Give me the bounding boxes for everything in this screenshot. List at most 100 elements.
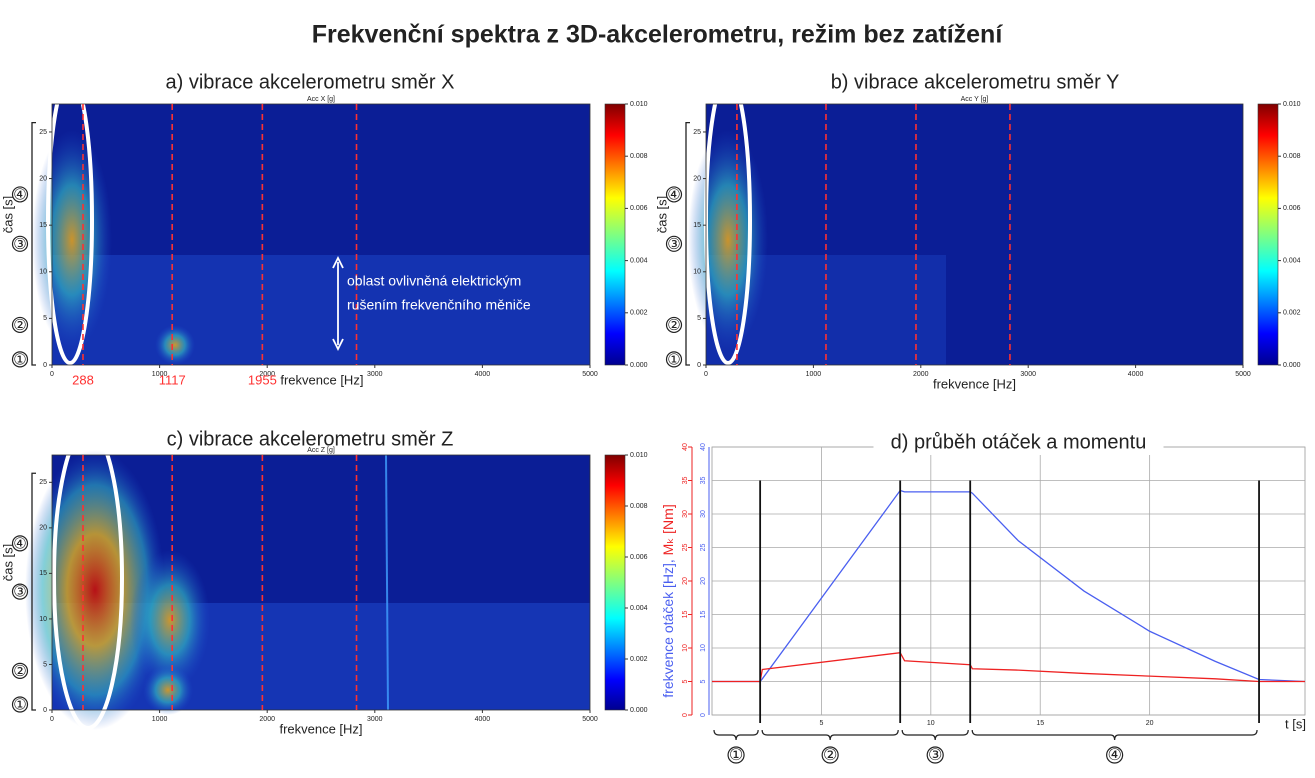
colorbar-tick-label: 0.006 <box>1283 205 1301 212</box>
phase-circle <box>926 746 944 764</box>
x-tick-label: 10 <box>927 720 935 727</box>
x-tick-label: 4000 <box>475 371 491 378</box>
phase-circle <box>665 186 683 203</box>
x-axis-label: frekvence [Hz] <box>279 721 362 736</box>
colorbar-tick-label: 0.002 <box>1283 310 1301 317</box>
y-tick-label: 40 <box>700 443 707 451</box>
x-tick-label: 0 <box>50 716 54 723</box>
phase-circle <box>727 746 745 764</box>
y2-tick-label: 25 <box>682 544 689 552</box>
y2-tick-label: 15 <box>682 611 689 619</box>
y-tick-label: 20 <box>693 175 701 182</box>
phase-label: ① <box>13 697 26 714</box>
plot-label: Acc Y [g] <box>961 96 989 103</box>
y2-tick-label: 0 <box>682 713 689 717</box>
phase-circle <box>11 583 29 600</box>
y-tick-label: 10 <box>39 269 47 276</box>
y-tick-label: 0 <box>43 362 47 369</box>
y-axis-label-part: frekvence otáček [Hz], <box>660 555 676 697</box>
panel-title: b) vibrace akcelerometru směr Y <box>831 71 1120 93</box>
x-tick-label: 3000 <box>367 716 383 723</box>
y-tick-label: 0 <box>700 713 707 717</box>
x-tick-label: 5000 <box>582 716 598 723</box>
phase-label: ④ <box>13 535 26 552</box>
panel-title: a) vibrace akcelerometru směr X <box>166 71 455 93</box>
colorbar-tick-label: 0.004 <box>1283 257 1301 264</box>
phase-label: ② <box>823 747 837 764</box>
y-axis-label: frekvence otáček [Hz], Mₖ [Nm] <box>660 504 676 697</box>
y-tick-label: 25 <box>693 129 701 136</box>
phase-label: ① <box>13 351 26 368</box>
y-axis-label: čas [s] <box>654 196 669 234</box>
x-tick-label: 5 <box>819 720 823 727</box>
x-tick-label: 2000 <box>913 371 929 378</box>
x-tick-label: 5000 <box>1235 371 1251 378</box>
phase-circle <box>665 351 683 368</box>
y-tick-label: 20 <box>700 577 707 585</box>
phase-circle <box>11 235 29 252</box>
phase-bracket <box>761 729 899 741</box>
y-tick-label: 35 <box>700 477 707 485</box>
y-tick-label: 5 <box>700 679 707 683</box>
phase-label: ③ <box>13 236 26 253</box>
y-tick-label: 25 <box>39 479 47 486</box>
colorbar <box>604 103 626 366</box>
colorbar <box>1257 103 1279 366</box>
plot-frame <box>51 454 591 711</box>
series-line <box>712 489 1306 683</box>
colorbar-tick-label: 0.006 <box>630 205 648 212</box>
phase-circle <box>1106 746 1124 764</box>
phase-label: ① <box>667 351 680 368</box>
phase-label: ② <box>667 317 680 334</box>
phase-circle <box>11 351 29 368</box>
x-tick-label: 4000 <box>1128 371 1144 378</box>
y-tick-label: 30 <box>700 510 707 518</box>
phase-circle <box>11 316 29 334</box>
colorbar-tick-label: 0.010 <box>630 101 648 108</box>
phase-label: ② <box>13 317 26 334</box>
x-tick-label: 3000 <box>1020 371 1036 378</box>
colorbar-tick-label: 0.010 <box>1283 101 1301 108</box>
y-tick-label: 5 <box>697 315 701 322</box>
y2-tick-label: 35 <box>682 477 689 485</box>
colorbar-tick-label: 0.006 <box>630 554 648 561</box>
y-tick-label: 15 <box>700 611 707 619</box>
x-tick-label: 1000 <box>152 371 168 378</box>
y-axis-label: čas [s] <box>0 196 15 234</box>
x-tick-label: 0 <box>704 371 708 378</box>
plot-frame <box>51 103 591 366</box>
colorbar-tick-label: 0.000 <box>630 362 648 369</box>
phase-label: ④ <box>1107 747 1121 764</box>
marker-label: 288 <box>72 372 94 387</box>
y2-tick-label: 5 <box>682 679 689 683</box>
y-tick-label: 10 <box>700 644 707 652</box>
x-tick-label: 1000 <box>806 371 822 378</box>
colorbar-tick-label: 0.010 <box>630 452 648 459</box>
colorbar-tick-label: 0.008 <box>1283 153 1301 160</box>
y-tick-label: 15 <box>39 222 47 229</box>
phase-bracket <box>901 729 969 741</box>
phase-bracket <box>31 472 36 711</box>
y2-tick-label: 40 <box>682 443 689 451</box>
phase-label: ④ <box>13 186 26 203</box>
phase-label: ① <box>729 747 743 764</box>
phase-circle <box>11 535 29 552</box>
series-line <box>712 651 1305 683</box>
phase-bracket <box>713 729 759 741</box>
plot-label: Acc X [g] <box>307 96 335 103</box>
x-tick-label: 2000 <box>259 371 275 378</box>
phase-circle <box>11 186 29 203</box>
phase-bracket <box>31 121 36 366</box>
annotation-arrow <box>332 255 344 352</box>
y2-axis-label-part: Mₖ [Nm] <box>660 504 676 555</box>
phase-bracket <box>685 121 690 366</box>
phase-circle <box>665 316 683 334</box>
y-tick-label: 25 <box>39 129 47 136</box>
y-tick-label: 0 <box>43 707 47 714</box>
x-tick-label: 1000 <box>152 716 168 723</box>
colorbar-tick-label: 0.008 <box>630 503 648 510</box>
y-tick-label: 5 <box>43 315 47 322</box>
y2-tick-label: 20 <box>682 577 689 585</box>
